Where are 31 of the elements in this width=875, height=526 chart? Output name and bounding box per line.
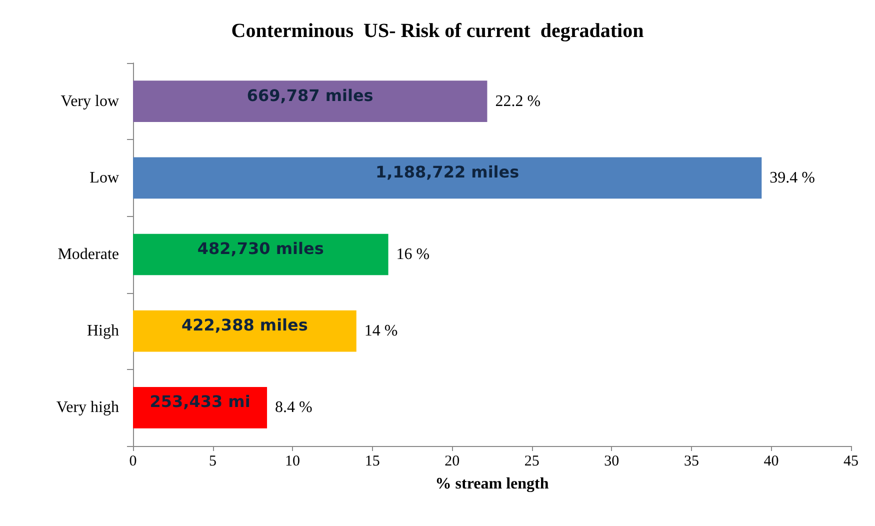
data-label: 39.4 % [770, 169, 815, 186]
data-label: 22.2 % [495, 92, 541, 110]
bar [133, 310, 356, 352]
chart-title: Conterminous US- Risk of current degradation [231, 20, 644, 42]
x-tick-label: 0 [129, 454, 137, 470]
annotation: 1,188,722 miles [375, 162, 520, 182]
x-tick-label: 15 [364, 454, 380, 470]
data-label: 16 % [396, 246, 430, 263]
y-tick-label: Moderate [58, 246, 119, 263]
x-tick-label: 5 [209, 454, 217, 470]
x-tick-label: 35 [684, 454, 699, 470]
x-axis-title: % stream length [435, 476, 549, 492]
y-tick-label: Low [90, 169, 120, 186]
annotation: 669,787 miles [246, 86, 374, 105]
x-tick-label: 20 [444, 454, 460, 470]
y-tick-label: Very low [60, 92, 120, 110]
bar [133, 157, 762, 199]
data-label: 14 % [364, 322, 398, 340]
y-tick-label: Very high [56, 399, 119, 416]
x-tick-label: 10 [285, 454, 300, 470]
annotation: 253,433 mi [150, 392, 250, 412]
x-tick-label: 40 [764, 454, 779, 470]
bar [133, 234, 388, 276]
annotation: 422,388 miles [181, 316, 308, 335]
x-tick-label: 25 [524, 454, 540, 470]
y-tick-label: High [87, 322, 119, 340]
x-tick-label: 30 [604, 454, 620, 470]
annotation: 482,730 miles [197, 239, 324, 258]
x-tick-label: 45 [844, 454, 858, 470]
bar [133, 80, 488, 122]
data-label: 8.4 % [275, 399, 312, 416]
